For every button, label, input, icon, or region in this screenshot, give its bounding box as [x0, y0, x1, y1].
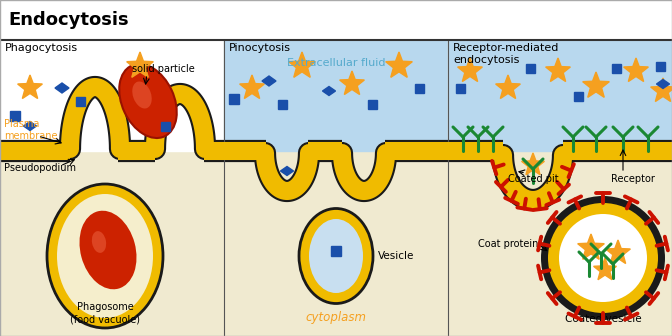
- Polygon shape: [262, 76, 276, 86]
- Bar: [75, 96, 85, 106]
- Text: cytoplasm: cytoplasm: [306, 311, 366, 324]
- Ellipse shape: [309, 219, 363, 293]
- Text: Phagocytosis: Phagocytosis: [5, 43, 78, 53]
- Polygon shape: [650, 78, 672, 101]
- Polygon shape: [657, 80, 669, 88]
- Circle shape: [548, 203, 658, 313]
- Ellipse shape: [119, 64, 177, 138]
- Bar: [224, 40, 448, 336]
- Ellipse shape: [132, 82, 152, 109]
- Bar: [573, 91, 583, 100]
- Bar: [229, 94, 239, 104]
- Polygon shape: [546, 58, 571, 82]
- Polygon shape: [605, 240, 630, 263]
- Polygon shape: [624, 58, 648, 82]
- Bar: [655, 61, 665, 71]
- Text: Coat protein: Coat protein: [478, 239, 538, 249]
- Ellipse shape: [79, 211, 136, 289]
- Text: Phagosome
(food vacuole): Phagosome (food vacuole): [70, 302, 140, 324]
- Polygon shape: [289, 52, 315, 77]
- Bar: [448, 40, 672, 336]
- Text: Coated pit: Coated pit: [508, 174, 558, 184]
- Circle shape: [541, 196, 665, 320]
- Polygon shape: [339, 71, 364, 94]
- Bar: [278, 99, 286, 109]
- Polygon shape: [24, 122, 36, 130]
- Ellipse shape: [47, 184, 163, 328]
- Polygon shape: [386, 52, 413, 77]
- Ellipse shape: [299, 209, 373, 303]
- Polygon shape: [127, 52, 153, 77]
- Bar: [331, 246, 341, 256]
- Text: Endocytosis: Endocytosis: [8, 11, 128, 29]
- Polygon shape: [458, 58, 482, 82]
- Text: Receptor-mediated
endocytosis: Receptor-mediated endocytosis: [453, 43, 559, 66]
- Polygon shape: [240, 75, 264, 98]
- Polygon shape: [55, 83, 69, 93]
- Bar: [0, 0, 672, 40]
- Text: Pseudopodium: Pseudopodium: [4, 163, 76, 173]
- Bar: [612, 64, 620, 73]
- Bar: [0, 40, 224, 336]
- Polygon shape: [521, 153, 544, 175]
- Bar: [368, 99, 376, 109]
- Bar: [456, 84, 464, 92]
- Ellipse shape: [57, 194, 153, 318]
- Bar: [224, 40, 448, 151]
- Bar: [526, 64, 534, 73]
- Text: Pinocytosis: Pinocytosis: [229, 43, 291, 53]
- Polygon shape: [323, 86, 335, 95]
- Bar: [415, 84, 423, 92]
- Circle shape: [559, 214, 647, 302]
- Text: Vesicle: Vesicle: [378, 251, 415, 261]
- Text: Extracellular fluid: Extracellular fluid: [287, 58, 385, 68]
- Text: Plasma
membrane: Plasma membrane: [4, 119, 58, 141]
- Polygon shape: [593, 258, 616, 280]
- Bar: [0, 40, 224, 151]
- Bar: [448, 40, 672, 151]
- Bar: [10, 111, 20, 121]
- Ellipse shape: [92, 231, 106, 253]
- Polygon shape: [578, 234, 604, 259]
- Polygon shape: [17, 75, 42, 98]
- Polygon shape: [496, 75, 520, 98]
- Polygon shape: [583, 72, 610, 97]
- Text: Coated vesicle: Coated vesicle: [564, 314, 641, 324]
- Polygon shape: [280, 167, 294, 175]
- Text: Receptor: Receptor: [611, 174, 655, 184]
- Text: solid particle: solid particle: [132, 64, 195, 74]
- Bar: [161, 122, 169, 130]
